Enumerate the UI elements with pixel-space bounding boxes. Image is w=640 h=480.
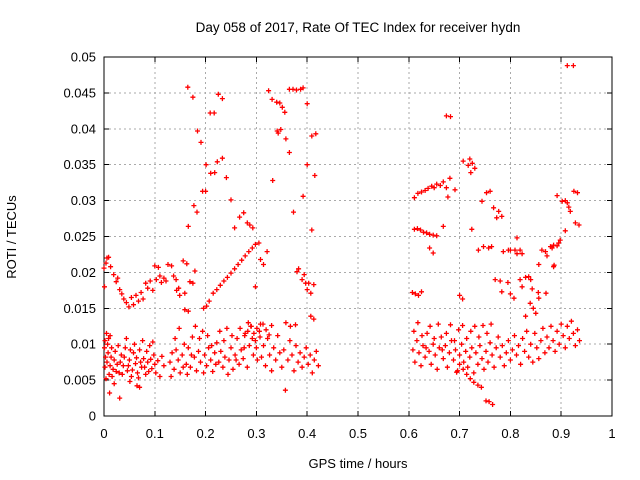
x-tick-label: 0.1 <box>146 426 164 441</box>
y-tick-label: 0.05 <box>71 50 96 65</box>
y-tick-label: 0.01 <box>71 337 96 352</box>
x-tick-label: 0.6 <box>400 426 418 441</box>
x-tick-label: 0.3 <box>247 426 265 441</box>
y-tick-label: 0.045 <box>63 85 96 100</box>
x-tick-label: 0.8 <box>501 426 519 441</box>
y-tick-label: 0.005 <box>63 373 96 388</box>
y-tick-label: 0.04 <box>71 121 96 136</box>
x-tick-label: 0.7 <box>451 426 469 441</box>
grid-lines <box>104 57 612 416</box>
x-tick-label: 0.4 <box>298 426 316 441</box>
data-points <box>101 63 582 407</box>
y-tick-label: 0.035 <box>63 157 96 172</box>
y-tick-label: 0.03 <box>71 193 96 208</box>
y-tick-label: 0 <box>89 409 96 424</box>
x-tick-label: 0.2 <box>197 426 215 441</box>
tick-labels: 0 0.1 0.2 0.3 0.4 0.5 0.6 0.7 0.8 0.9 1 0 0.005 0.01 0… <box>63 50 615 442</box>
x-tick-label: 1 <box>608 426 615 441</box>
x-axis-label: GPS time / hours <box>309 456 408 471</box>
y-axis-label: ROTI / TECUs <box>4 195 19 279</box>
y-tick-label: 0.015 <box>63 301 96 316</box>
y-tick-label: 0.025 <box>63 229 96 244</box>
x-tick-label: 0.9 <box>552 426 570 441</box>
plot-frame <box>103 56 613 417</box>
x-tick-label: 0.5 <box>349 426 367 441</box>
x-tick-label: 0 <box>100 426 107 441</box>
chart-title: Day 058 of 2017, Rate Of TEC Index for r… <box>196 20 521 35</box>
y-tick-label: 0.02 <box>71 265 96 280</box>
